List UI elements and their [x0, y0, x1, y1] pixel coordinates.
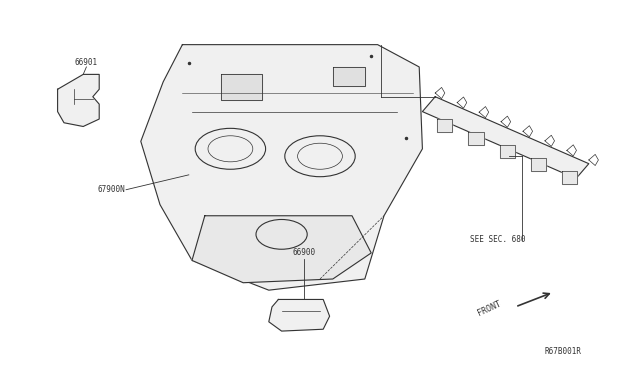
Text: 66900: 66900	[292, 248, 316, 257]
Text: SEE SEC. 680: SEE SEC. 680	[470, 235, 526, 244]
Polygon shape	[531, 158, 546, 171]
Polygon shape	[562, 171, 577, 184]
Text: 66901: 66901	[75, 58, 98, 67]
Polygon shape	[468, 132, 484, 145]
Text: R67B001R: R67B001R	[545, 347, 582, 356]
Polygon shape	[269, 299, 330, 331]
Polygon shape	[141, 45, 422, 290]
Polygon shape	[58, 74, 99, 126]
Polygon shape	[333, 67, 365, 86]
Text: FRONT: FRONT	[476, 299, 502, 317]
Polygon shape	[221, 74, 262, 100]
Text: 67900N: 67900N	[97, 185, 125, 194]
Polygon shape	[437, 119, 452, 132]
Polygon shape	[192, 216, 371, 283]
Polygon shape	[422, 97, 589, 179]
Polygon shape	[499, 145, 515, 158]
